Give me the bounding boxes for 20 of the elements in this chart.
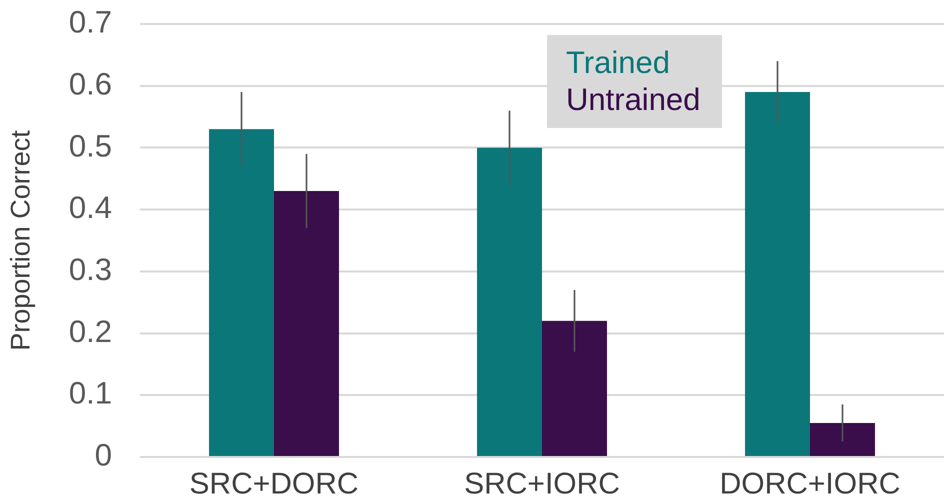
y-tick-label: 0.7: [68, 4, 112, 40]
bar: [745, 92, 810, 456]
x-tick-label: SRC+DORC: [189, 467, 359, 500]
text: Trained: [566, 44, 671, 81]
y-tick-label: 0: [94, 438, 112, 473]
y-tick-label: 0.6: [68, 66, 112, 102]
y-tick-label: 0.2: [68, 314, 112, 349]
bar: [274, 191, 339, 456]
y-tick-label: 0.1: [68, 376, 112, 411]
bar: [209, 129, 274, 456]
y-tick-label: 0.5: [68, 128, 112, 164]
bar: [477, 148, 542, 456]
x-tick-label: SRC+IORC: [464, 467, 620, 500]
bar: [810, 422, 875, 456]
y-tick-label: 0.4: [68, 190, 112, 226]
y-axis-title: Proportion Correct: [6, 130, 36, 351]
text: Untrained: [566, 81, 700, 118]
bar: [542, 320, 607, 456]
y-tick-label: 0.3: [68, 252, 112, 287]
x-tick-label: DORC+IORC: [720, 467, 900, 500]
